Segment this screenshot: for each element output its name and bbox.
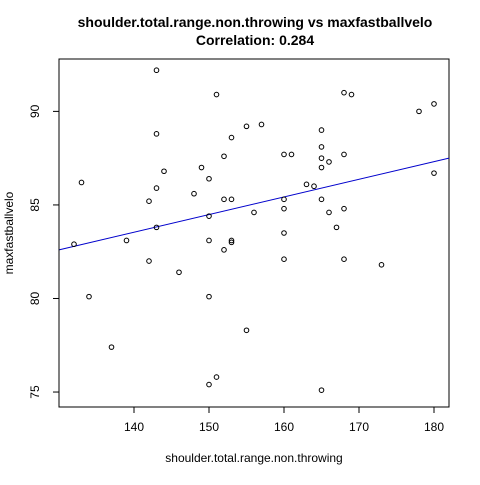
data-point	[318, 155, 325, 161]
y-tick-label: 85	[28, 198, 42, 212]
data-point	[206, 213, 212, 219]
data-point	[146, 258, 152, 264]
data-point	[333, 224, 340, 231]
data-point	[431, 101, 437, 107]
x-tick-label: 150	[199, 420, 219, 434]
data-point	[176, 269, 182, 276]
x-tick-label: 170	[349, 420, 369, 434]
data-point	[348, 91, 355, 98]
data-point	[341, 205, 347, 212]
y-tick-label: 75	[28, 385, 42, 399]
data-point	[206, 293, 212, 300]
regression-line	[58, 157, 450, 251]
x-tick-label: 180	[424, 420, 444, 434]
data-point	[341, 89, 347, 96]
data-point	[221, 153, 227, 160]
data-point	[318, 144, 325, 150]
data-point	[198, 164, 205, 171]
y-axis: 75 80 85 90	[28, 104, 60, 399]
points-layer	[71, 67, 437, 393]
data-point	[228, 237, 235, 244]
data-point	[213, 91, 220, 98]
x-axis: 140 150 160 170 180	[124, 406, 444, 434]
data-point	[86, 293, 92, 300]
data-point	[281, 151, 287, 158]
data-point	[206, 381, 212, 388]
data-point	[153, 224, 160, 231]
data-point	[153, 185, 160, 191]
data-point	[153, 131, 160, 137]
data-point	[431, 170, 437, 176]
data-point	[221, 196, 227, 203]
data-point	[108, 344, 115, 350]
data-point	[416, 108, 422, 115]
plot-frame	[58, 58, 450, 408]
data-point	[281, 205, 287, 212]
x-axis-label: shoulder.total.range.non.throwing	[165, 451, 342, 465]
data-point	[378, 262, 385, 268]
data-point	[228, 239, 235, 246]
data-point	[281, 256, 287, 262]
data-point	[153, 67, 160, 74]
data-point	[318, 387, 325, 393]
data-point	[318, 164, 325, 171]
data-point	[288, 151, 295, 158]
data-point	[78, 179, 85, 186]
data-point	[318, 127, 325, 133]
data-point	[303, 181, 310, 188]
x-tick-label: 140	[124, 420, 144, 434]
data-point	[228, 134, 235, 141]
data-point	[311, 183, 317, 190]
data-point	[221, 247, 227, 253]
data-point	[341, 256, 347, 262]
chart-title: shoulder.total.range.non.throwing vs max…	[78, 14, 433, 30]
data-point	[123, 237, 130, 244]
fit-line-layer	[58, 157, 450, 251]
data-point	[318, 196, 325, 203]
data-point	[341, 151, 347, 158]
data-point	[326, 159, 332, 165]
data-point	[213, 374, 220, 380]
data-point	[326, 209, 332, 216]
y-tick-label: 80	[28, 291, 42, 305]
x-tick-label: 160	[274, 420, 294, 434]
data-point	[161, 168, 167, 175]
data-point	[258, 121, 265, 128]
data-point	[281, 196, 287, 203]
data-point	[191, 190, 197, 197]
data-point	[228, 196, 235, 203]
data-point	[206, 237, 212, 244]
data-point	[281, 230, 287, 236]
data-point	[243, 327, 250, 334]
data-point	[251, 209, 257, 216]
chart-subtitle: Correlation: 0.284	[196, 32, 314, 48]
data-point	[206, 175, 212, 182]
data-point	[146, 198, 152, 204]
y-tick-label: 90	[28, 104, 42, 118]
data-point	[243, 123, 250, 130]
y-axis-label: maxfastballvelo	[2, 191, 16, 274]
data-point	[71, 241, 77, 248]
